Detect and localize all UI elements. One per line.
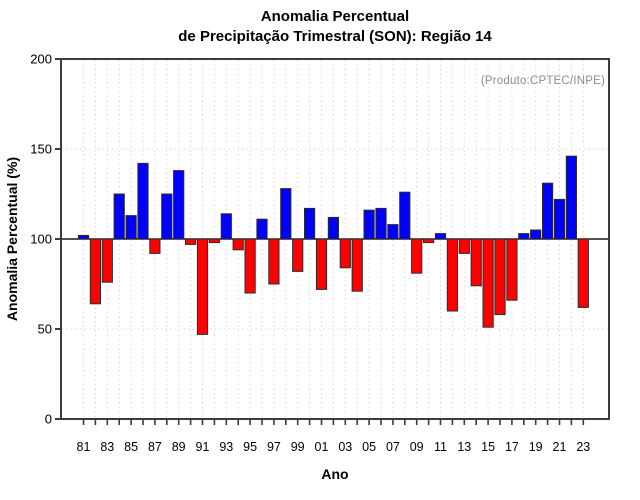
bar-1997 [268,238,280,285]
bar-2016 [494,238,506,316]
bar-1999 [292,238,304,272]
bar-2004 [351,238,363,292]
bar-2011 [434,233,447,240]
x-tick-label-21: 21 [553,440,567,454]
bar-1995 [244,238,256,294]
x-tick-label-07: 07 [386,440,400,454]
bar-1983 [101,238,113,283]
x-tick-label-11: 11 [434,440,447,454]
x-tick-label-09: 09 [410,440,424,454]
bar-2014 [470,238,482,287]
x-tick-label-95: 95 [243,440,257,454]
x-tick-label-13: 13 [457,440,471,454]
bar-1984 [113,193,125,240]
x-tick-label-85: 85 [124,440,138,454]
bar-2019 [530,229,542,240]
bar-2017 [506,238,518,301]
x-tick-label-81: 81 [77,440,91,454]
bar-2012 [446,238,458,312]
x-tick-label-05: 05 [362,440,376,454]
bar-2006 [375,207,387,240]
x-tick-label-91: 91 [196,440,210,454]
bar-1998 [280,188,292,240]
bar-1992 [208,238,221,244]
bar-1988 [161,193,173,240]
x-tick-label-93: 93 [219,440,233,454]
bar-1991 [196,238,209,335]
bar-2015 [482,238,494,328]
x-tick-label-97: 97 [267,440,281,454]
bar-2008 [399,191,411,240]
x-axis-label: Ano [321,466,349,482]
source-annotation: (Produto:CPTEC/INPE) [480,75,605,87]
chart-title: Anomalia Percentual de Precipitação Trim… [30,7,640,47]
bar-1996 [256,218,268,240]
x-tick-label-19: 19 [529,440,543,454]
x-tick-label-89: 89 [172,440,186,454]
bar-2000 [304,207,316,240]
x-tick-label-03: 03 [338,440,352,454]
x-tick-label-15: 15 [481,440,495,454]
bar-2020 [542,182,554,240]
x-tick-label-83: 83 [100,440,114,454]
bar-2022 [565,155,577,240]
chart-title-line2: de Precipitação Trimestral (SON): Região… [178,28,492,45]
bar-1993 [220,213,232,240]
chart-title-line1: Anomalia Percentual [260,8,410,25]
bar-2023 [577,238,589,308]
y-tick-label-200: 200 [30,52,52,67]
x-tick-label-17: 17 [505,440,519,454]
bar-1990 [185,238,197,245]
bar-1989 [173,170,185,240]
bar-2010 [423,238,435,244]
bar-1987 [149,238,161,254]
bar-1986 [137,162,149,240]
bar-2009 [411,238,423,274]
y-tick-label-0: 0 [45,412,52,427]
bar-2005 [363,209,375,240]
bar-2003 [339,238,351,269]
bar-1982 [89,238,102,305]
bar-2013 [458,238,470,254]
y-tick-label-50: 50 [38,322,52,337]
x-tick-label-87: 87 [148,440,162,454]
y-tick-label-150: 150 [30,142,52,157]
bar-2007 [387,224,399,240]
x-tick-label-01: 01 [315,440,329,454]
bar-2002 [327,216,339,240]
x-tick-label-99: 99 [291,440,305,454]
bar-1981 [77,234,90,240]
bar-2018 [518,233,530,240]
y-tick-label-100: 100 [30,232,52,247]
bar-2021 [553,198,566,240]
bar-1994 [232,238,244,251]
bar-1985 [125,215,137,240]
bar-2001 [315,238,328,290]
x-tick-label-23: 23 [576,440,590,454]
